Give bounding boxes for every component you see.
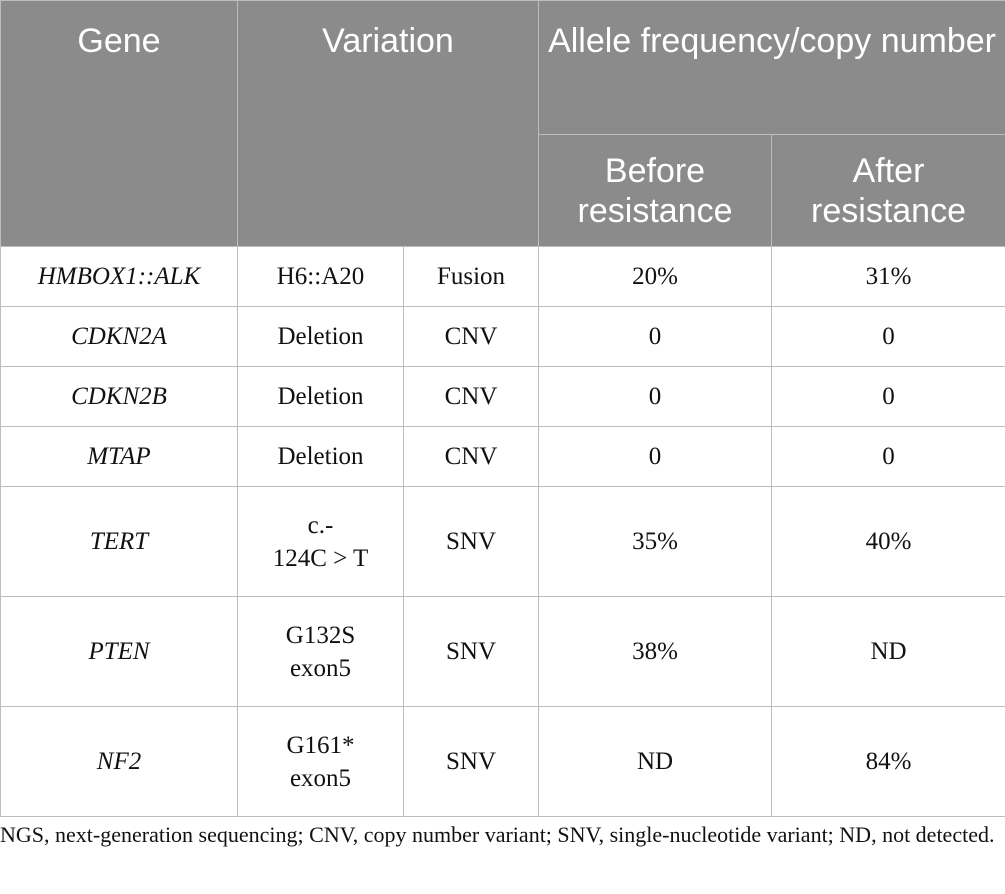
table-footnote: NGS, next-generation sequencing; CNV, co… xyxy=(0,822,995,847)
variant-cell: Deletion xyxy=(237,426,404,487)
table-row: CDKN2A Deletion CNV 0 0 xyxy=(0,306,1005,367)
variant-cell: G132S exon5 xyxy=(237,596,404,707)
type-cell: CNV xyxy=(402,366,540,427)
after-cell: 0 xyxy=(771,426,1005,487)
before-cell: 35% xyxy=(538,486,773,597)
table-row: MTAP Deletion CNV 0 0 xyxy=(0,426,1005,487)
variant-cell: Deletion xyxy=(237,366,404,427)
after-cell: 0 xyxy=(771,366,1005,427)
gene-cell: HMBOX1::ALK xyxy=(0,246,238,307)
after-cell: ND xyxy=(771,596,1005,707)
table-row: TERT c.- 124C > T SNV 35% 40% xyxy=(0,486,1005,597)
gene-cell: CDKN2A xyxy=(0,306,238,367)
header-variation: Variation xyxy=(236,0,540,247)
after-cell: 84% xyxy=(771,706,1005,817)
header-allele-frequency: Allele frequency/copy number xyxy=(538,0,1005,135)
before-cell: ND xyxy=(538,706,773,817)
type-cell: SNV xyxy=(402,486,540,597)
before-cell: 0 xyxy=(538,306,773,367)
after-cell: 31% xyxy=(771,246,1005,307)
header-gene: Gene xyxy=(0,0,238,247)
gene-cell: NF2 xyxy=(0,706,238,817)
gene-cell: PTEN xyxy=(0,596,238,707)
after-cell: 40% xyxy=(771,486,1005,597)
type-cell: CNV xyxy=(402,426,540,487)
variant-cell: H6::A20 xyxy=(237,246,404,307)
variant-cell: c.- 124C > T xyxy=(237,486,404,597)
type-cell: CNV xyxy=(402,306,540,367)
gene-cell: MTAP xyxy=(0,426,238,487)
table-row: PTEN G132S exon5 SNV 38% ND xyxy=(0,596,1005,707)
gene-cell: CDKN2B xyxy=(0,366,238,427)
before-cell: 0 xyxy=(538,426,773,487)
type-cell: SNV xyxy=(402,706,540,817)
type-cell: Fusion xyxy=(402,246,540,307)
header-after-resistance: After resistance xyxy=(771,134,1005,247)
header-before-resistance: Before resistance xyxy=(538,134,773,247)
variant-cell: Deletion xyxy=(237,306,404,367)
variant-cell: G161* exon5 xyxy=(237,706,404,817)
before-cell: 0 xyxy=(538,366,773,427)
table-row: HMBOX1::ALK H6::A20 Fusion 20% 31% xyxy=(0,246,1005,307)
gene-cell: TERT xyxy=(0,486,238,597)
before-cell: 20% xyxy=(538,246,773,307)
type-cell: SNV xyxy=(402,596,540,707)
table-row: NF2 G161* exon5 SNV ND 84% xyxy=(0,706,1005,817)
before-cell: 38% xyxy=(538,596,773,707)
after-cell: 0 xyxy=(771,306,1005,367)
table-row: CDKN2B Deletion CNV 0 0 xyxy=(0,366,1005,427)
variant-table: Gene Variation Allele frequency/copy num… xyxy=(0,0,1005,817)
